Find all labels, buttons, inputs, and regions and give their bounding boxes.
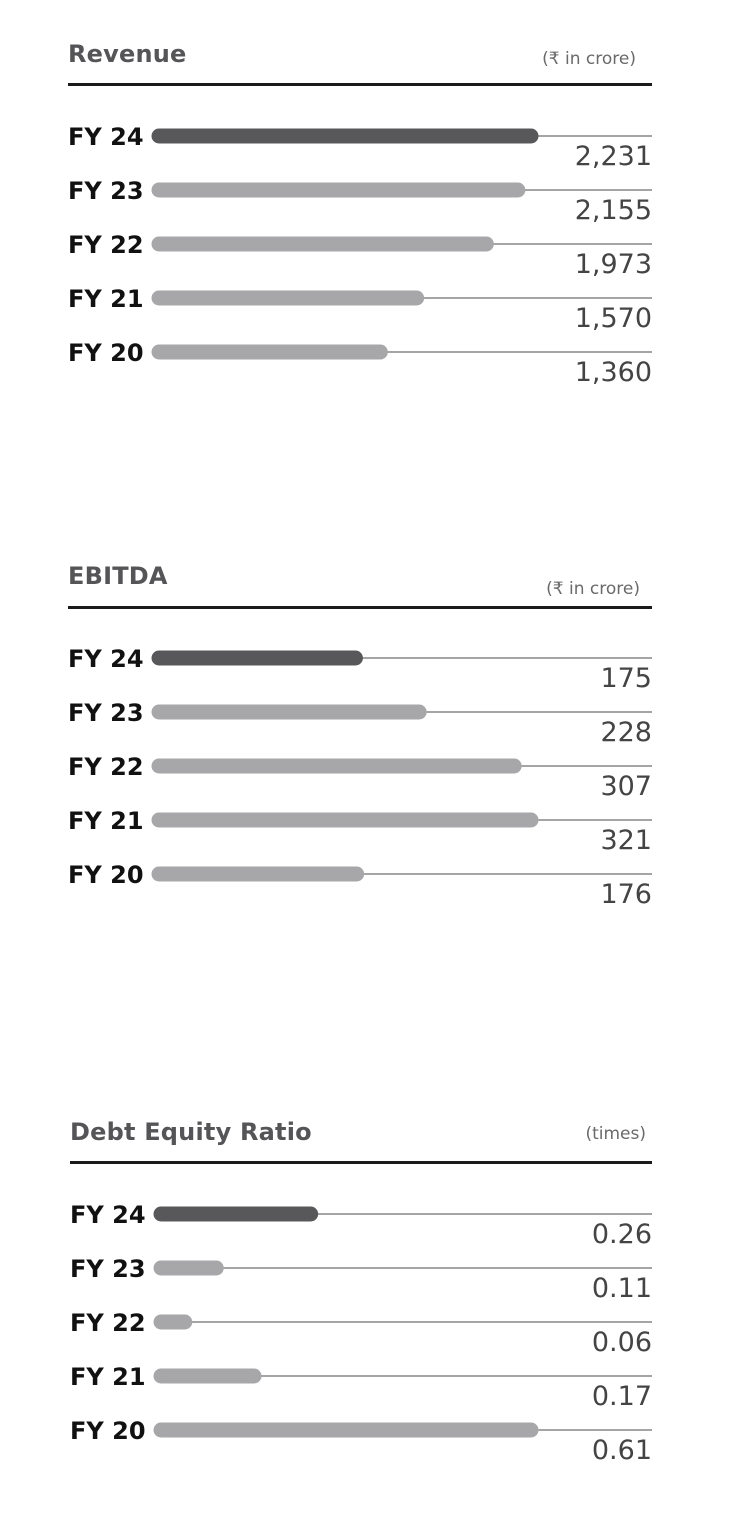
- value-label: 0.06: [592, 1327, 652, 1358]
- value-label: 307: [600, 771, 652, 802]
- value-label: 321: [600, 825, 652, 856]
- value-label: 176: [600, 879, 652, 910]
- value-label: 0.26: [592, 1219, 652, 1250]
- category-label: FY 24: [70, 1201, 146, 1229]
- category-label: FY 22: [68, 231, 144, 259]
- value-label: 2,155: [575, 195, 652, 226]
- category-label: FY 24: [68, 645, 144, 673]
- value-label: 1,973: [575, 249, 652, 280]
- category-label: FY 21: [70, 1363, 146, 1391]
- category-label: FY 20: [68, 861, 144, 889]
- revenue-bars: FY 24 2,231 FY 23 2,155 FY 22 1,973 FY 21 1,570…: [68, 123, 652, 388]
- category-label: FY 22: [68, 753, 144, 781]
- chart-title-rule: [70, 1161, 652, 1164]
- chart-unit: (times): [585, 1124, 646, 1144]
- value-label: 0.17: [592, 1381, 652, 1412]
- value-label: 175: [600, 663, 652, 694]
- chart-title: EBITDA: [68, 562, 168, 590]
- value-label: 1,360: [575, 357, 652, 388]
- value-label: 0.11: [592, 1273, 652, 1304]
- chart-title: Debt Equity Ratio: [70, 1118, 312, 1146]
- category-label: FY 20: [70, 1417, 146, 1445]
- category-label: FY 20: [68, 339, 144, 367]
- category-label: FY 24: [68, 123, 144, 151]
- debt-equity-bars: FY 24 0.26 FY 23 0.11 FY 22 0.06 FY 21 0.17 FY 2…: [70, 1201, 652, 1466]
- category-label: FY 23: [70, 1255, 146, 1283]
- category-label: FY 22: [70, 1309, 146, 1337]
- chart-unit: (₹ in crore): [542, 49, 636, 69]
- ebitda-bars: FY 24 175 FY 23 228 FY 22 307 FY 21 321 FY 20 176: [68, 645, 652, 910]
- category-label: FY 23: [68, 177, 144, 205]
- revenue-chart: Revenue (₹ in crore) FY 24 2,231 FY 23 2,15…: [68, 40, 652, 400]
- category-label: FY 21: [68, 807, 144, 835]
- category-label: FY 21: [68, 285, 144, 313]
- value-label: 1,570: [575, 303, 652, 334]
- value-label: 0.61: [592, 1435, 652, 1466]
- chart-title-rule: [68, 83, 652, 86]
- category-label: FY 23: [68, 699, 144, 727]
- chart-title: Revenue: [68, 40, 187, 68]
- value-label: 228: [600, 717, 652, 748]
- value-label: 2,231: [575, 141, 652, 172]
- ebitda-chart: EBITDA (₹ in crore) FY 24 175 FY 23 228 FY 2…: [68, 562, 652, 922]
- chart-title-rule: [68, 606, 652, 609]
- debt-equity-chart: Debt Equity Ratio (times) FY 24 0.26 FY 23…: [70, 1118, 652, 1498]
- chart-unit: (₹ in crore): [546, 579, 640, 599]
